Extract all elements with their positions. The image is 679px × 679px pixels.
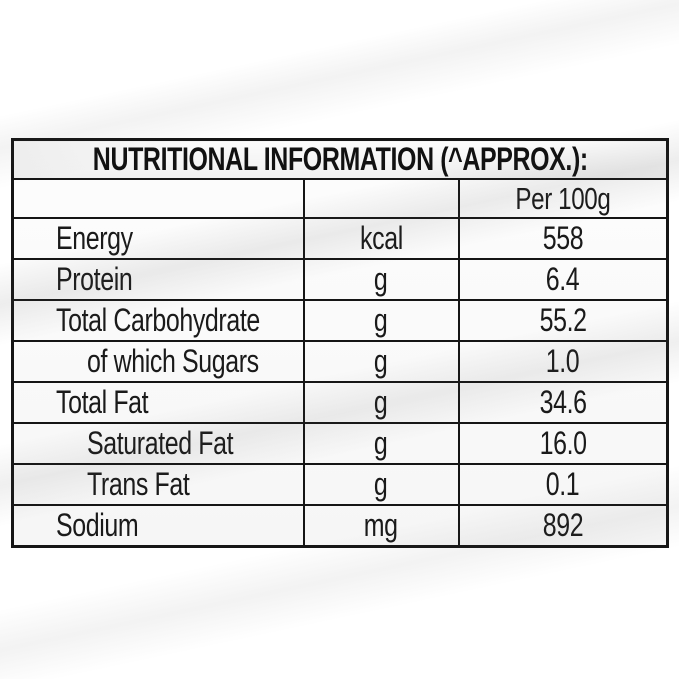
table-row-energy: Energy kcal 558 [11,217,669,260]
table-title: NUTRITIONAL INFORMATION (^APPROX.): [11,138,669,180]
unit-cell: g [302,340,460,383]
nutrient-label: Trans Fat [87,466,190,502]
value-cell: 558 [457,217,669,260]
unit-cell: g [302,422,460,465]
nutrient-label: Total Fat [56,384,149,420]
nutrient-label: Sodium [56,507,139,543]
nutrient-label-cell: Saturated Fat [11,422,305,465]
table-title-row: NUTRITIONAL INFORMATION (^APPROX.): [11,138,669,180]
unit-text: mg [364,507,398,543]
nutrient-label-cell: Total Carbohydrate [11,299,305,342]
table-row-of-which-sugars: of which Sugars g 1.0 [11,340,669,383]
nutrient-label: of which Sugars [87,343,259,379]
value-text: 558 [542,220,584,256]
value-cell: 55.2 [457,299,669,342]
unit-cell: g [302,463,460,506]
nutrient-label-cell: Total Fat [11,381,305,424]
unit-text: g [374,343,388,379]
table-row-protein: Protein g 6.4 [11,258,669,301]
unit-cell: g [302,258,460,301]
unit-text: kcal [359,220,403,256]
value-cell: 1.0 [457,340,669,383]
unit-cell: g [302,299,460,342]
unit-cell: kcal [302,217,460,260]
per-100g-header-cell: Per 100g [457,178,669,219]
nutrient-label-cell: Protein [11,258,305,301]
nutrient-label: Energy [56,220,133,256]
nutrient-label: Saturated Fat [87,425,234,461]
value-cell: 16.0 [457,422,669,465]
empty-unit-header-cell [302,178,460,219]
nutrient-label-cell: Energy [11,217,305,260]
value-cell: 892 [457,504,669,548]
nutrition-table: NUTRITIONAL INFORMATION (^APPROX.): Per … [11,138,670,548]
nutrient-label: Total Carbohydrate [56,302,260,338]
unit-text: g [374,466,388,502]
value-text: 6.4 [545,261,580,297]
unit-cell: mg [302,504,460,548]
unit-text: g [374,261,388,297]
table-row-saturated-fat: Saturated Fat g 16.0 [11,422,669,465]
table-row-trans-fat: Trans Fat g 0.1 [11,463,669,506]
value-text: 892 [542,507,584,543]
table-row-total-carbohydrate: Total Carbohydrate g 55.2 [11,299,669,342]
value-cell: 0.1 [457,463,669,506]
table-row-total-fat: Total Fat g 34.6 [11,381,669,424]
nutrient-label-cell: of which Sugars [11,340,305,383]
nutrient-label-cell: Trans Fat [11,463,305,506]
value-text: 16.0 [539,425,587,461]
value-text: 55.2 [539,302,587,338]
unit-text: g [374,302,388,338]
unit-cell: g [302,381,460,424]
empty-label-header-cell [11,178,305,219]
unit-text: g [374,425,388,461]
value-text: 1.0 [545,343,580,379]
nutrient-label: Protein [56,261,133,297]
value-text: 0.1 [545,466,580,502]
table-row-sodium: Sodium mg 892 [11,504,669,548]
table-title-text: NUTRITIONAL INFORMATION (^APPROX.): [92,141,588,177]
nutrient-label-cell: Sodium [11,504,305,548]
column-header-row: Per 100g [11,178,669,219]
unit-text: g [374,384,388,420]
value-cell: 6.4 [457,258,669,301]
value-text: 34.6 [539,384,587,420]
value-cell: 34.6 [457,381,669,424]
per-100g-header-text: Per 100g [515,180,611,216]
